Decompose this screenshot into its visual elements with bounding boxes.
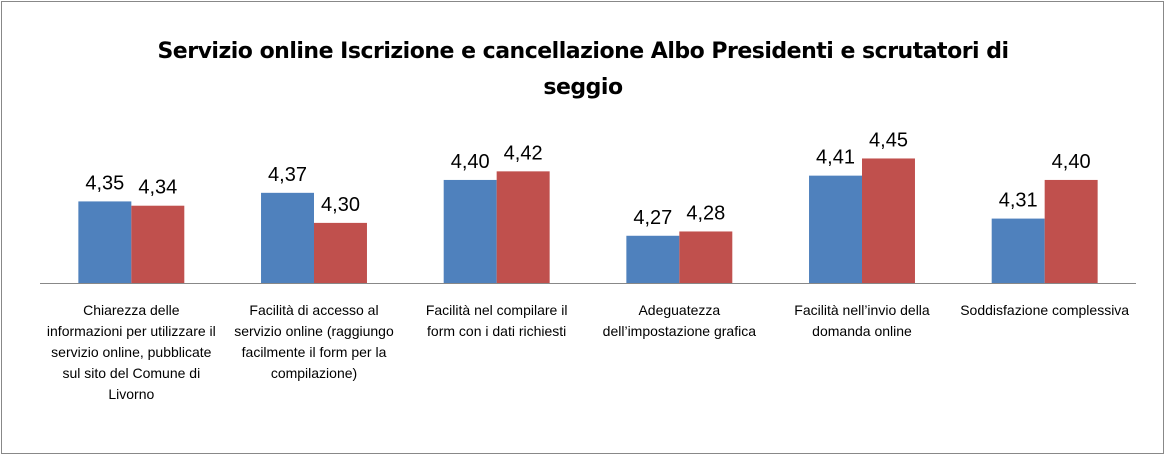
data-label: 4,27 (633, 207, 672, 229)
data-label: 4,28 (686, 202, 725, 224)
data-label: 4,35 (85, 172, 124, 194)
data-label: 4,41 (816, 147, 855, 169)
bar (314, 222, 367, 283)
bar (78, 201, 132, 283)
bar (261, 192, 314, 283)
bar (991, 218, 1045, 283)
x-tick-label: Facilità di accesso al servizio online (… (234, 302, 394, 381)
data-label: 4,40 (451, 151, 490, 173)
bar (131, 205, 185, 283)
data-label: 4,42 (504, 142, 543, 164)
data-label: 4,45 (869, 129, 908, 151)
x-tick-label: Chiarezza delle informazioni per utilizz… (46, 302, 216, 402)
x-tick-label: Adeguatezza dell’impostazione grafica (602, 302, 756, 339)
bar (443, 179, 497, 283)
data-label: 4,31 (999, 190, 1038, 212)
bar (496, 171, 550, 283)
chart-title: Servizio online Iscrizione e cancellazio… (157, 39, 1009, 100)
bar (809, 175, 862, 283)
data-label: 4,30 (321, 194, 360, 216)
data-label: 4,37 (268, 164, 307, 186)
data-label: 4,40 (1052, 151, 1091, 173)
bar (626, 235, 680, 283)
x-tick-label: Facilità nel compilare il form con i dat… (425, 302, 568, 339)
x-tick-label: Soddisfazione complessiva (960, 302, 1130, 318)
bar (1044, 179, 1098, 283)
bar (862, 158, 915, 283)
data-label: 4,34 (138, 177, 177, 199)
bar (679, 231, 733, 283)
x-tick-label: Facilità nell’invio della domanda online (794, 302, 930, 339)
